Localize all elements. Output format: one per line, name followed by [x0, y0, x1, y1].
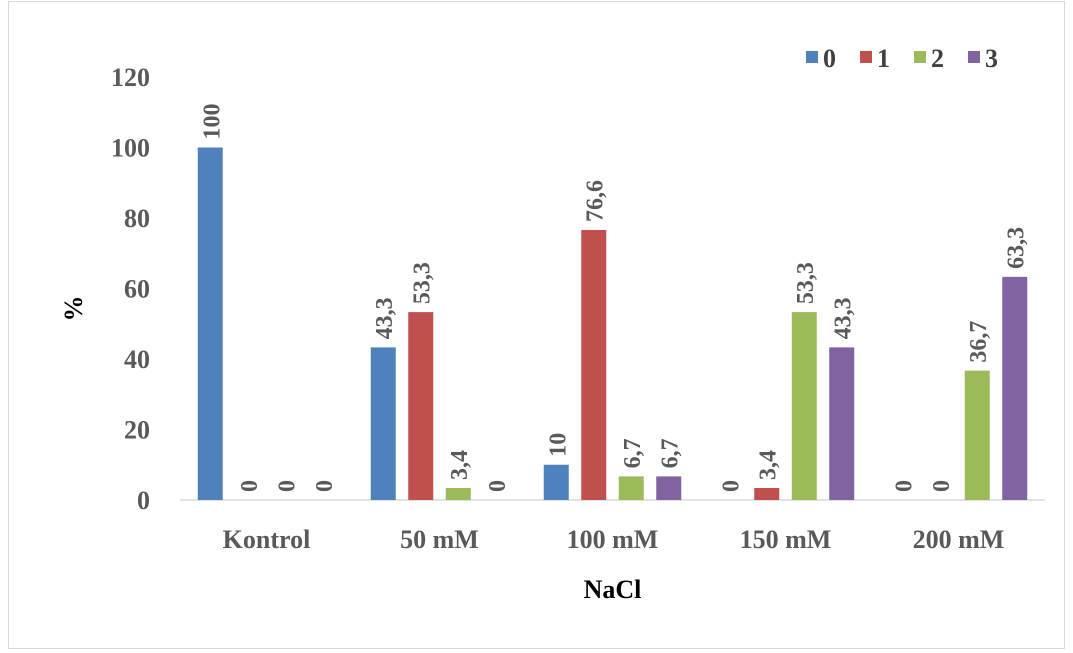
bar-series-3-4 [1002, 276, 1028, 500]
data-label-series-1-4: 0 [929, 480, 955, 492]
x-tick-label: 200 mM [913, 525, 1005, 554]
legend: 0 1 2 3 [806, 44, 998, 73]
legend-swatch-1 [860, 51, 872, 63]
data-label-series-1-0: 0 [237, 480, 263, 492]
bar-series-2-2 [618, 476, 644, 500]
y-tick-label: 40 [124, 345, 150, 374]
legend-swatch-3 [968, 51, 980, 63]
data-label-series-3-1: 0 [485, 480, 511, 492]
y-tick-label: 0 [137, 486, 150, 515]
y-axis-title: % [59, 296, 88, 322]
y-tick-label: 100 [111, 134, 150, 163]
data-label-series-1-1: 53,3 [410, 262, 436, 304]
legend-label-0: 0 [823, 44, 836, 73]
legend-swatch-0 [806, 51, 818, 63]
bar-series-1-1 [408, 312, 434, 500]
bar-series-1-3 [754, 488, 780, 500]
data-label-series-0-1: 43,3 [372, 297, 398, 339]
y-tick-label: 20 [124, 416, 150, 445]
x-tick-label: 100 mM [567, 525, 659, 554]
x-tick-label: 150 mM [740, 525, 832, 554]
bars [197, 147, 1028, 501]
data-label-series-2-1: 3,4 [447, 450, 473, 480]
y-tick-label: 120 [111, 63, 150, 92]
bar-series-2-4 [964, 370, 990, 500]
bar-series-3-3 [829, 347, 855, 500]
bar-series-0-2 [543, 464, 569, 500]
bar-series-2-1 [445, 488, 471, 500]
data-label-series-2-2: 6,7 [620, 438, 646, 468]
data-label-series-3-0: 0 [312, 480, 338, 492]
data-label-series-1-3: 3,4 [756, 450, 782, 480]
x-tick-label: 50 mM [400, 525, 479, 554]
bar-series-1-2 [581, 229, 607, 501]
bar-series-0-0 [197, 147, 223, 500]
x-axis-title: NaCl [584, 575, 642, 604]
bar-series-0-1 [370, 347, 396, 500]
data-label-series-0-3: 0 [718, 480, 744, 492]
legend-label-1: 1 [877, 44, 890, 73]
x-tick-label: Kontrol [223, 525, 311, 554]
legend-swatch-2 [914, 51, 926, 63]
y-tick-label: 80 [124, 204, 150, 233]
data-label-series-3-2: 6,7 [658, 438, 684, 468]
bar-series-3-2 [656, 476, 682, 500]
bar-series-2-3 [791, 312, 817, 500]
data-label-series-0-4: 0 [891, 480, 917, 492]
legend-label-2: 2 [931, 44, 944, 73]
data-label-series-0-0: 100 [199, 104, 225, 140]
legend-label-3: 3 [985, 44, 998, 73]
y-tick-label: 60 [124, 275, 150, 304]
chart-frame [8, 1, 1065, 649]
x-axis-categories: Kontrol 50 mM 100 mM 150 mM 200 mM [223, 525, 1005, 554]
data-label-series-2-3: 53,3 [793, 262, 819, 304]
data-label-series-1-2: 76,6 [583, 180, 609, 222]
data-label-series-2-0: 0 [274, 480, 300, 492]
data-label-series-0-2: 10 [545, 433, 571, 457]
data-label-series-2-4: 36,7 [966, 321, 992, 363]
data-label-series-3-4: 63,3 [1004, 227, 1030, 269]
y-axis-ticks: 0 20 40 60 80 100 120 [111, 63, 150, 515]
data-label-series-3-3: 43,3 [831, 297, 857, 339]
